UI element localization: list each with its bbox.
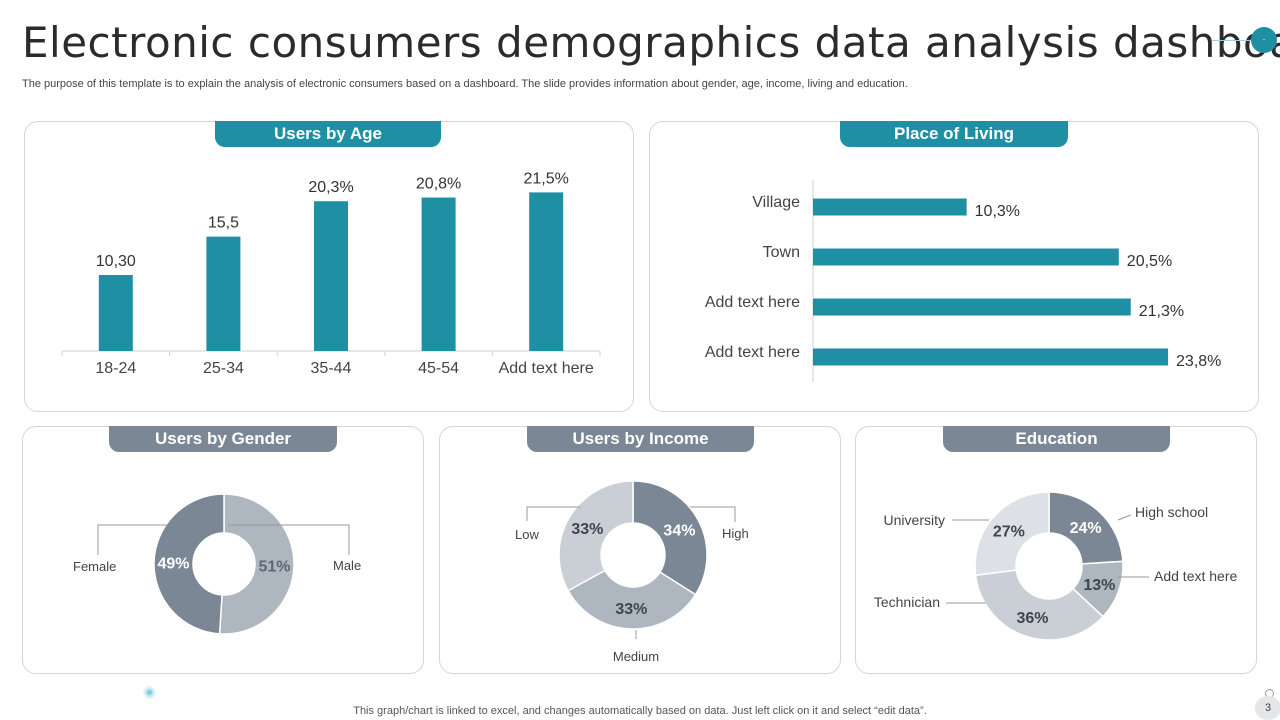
high-school-leader-line [1117, 514, 1132, 521]
data-label: 10,3% [975, 203, 1020, 220]
education-panel: Education 24% 13% 36% 27% High school Add tex… [855, 426, 1257, 674]
bar-45-54 [421, 197, 456, 351]
slice-name-label: Technician [874, 594, 940, 610]
y-tick-label: Add text here [705, 294, 800, 311]
x-tick-label: 25-34 [203, 360, 244, 377]
slice-name-label: Add text here [1154, 568, 1237, 584]
data-label: 20,5% [1127, 253, 1172, 270]
users-by-income-chart[interactable]: 34% 33% 33% High Medium Low [440, 427, 842, 675]
data-label: 21,5% [524, 170, 569, 187]
low-leader-line [526, 506, 580, 521]
data-label: 15,5 [208, 215, 239, 232]
page-subtitle: The purpose of this template is to expla… [22, 78, 908, 90]
users-by-income-title: Users by Income [527, 426, 754, 452]
data-label: 21,3% [1139, 303, 1184, 320]
bar-row-2 [813, 248, 1119, 266]
slice-value-label: 36% [1016, 610, 1048, 627]
slice-value-label: 27% [993, 524, 1025, 541]
slice-name-label: High [722, 526, 749, 541]
female-leader-line [97, 524, 168, 555]
bar-row-1 [813, 198, 967, 216]
slice-female [153, 493, 225, 635]
y-tick-label: Village [752, 194, 800, 211]
bar-35-44 [314, 201, 348, 351]
place-of-living-chart[interactable]: Village 10,3% Town 20,5% Add text here 21,3% A… [650, 122, 1260, 413]
education-title: Education [943, 426, 1170, 452]
bar-row-3 [813, 298, 1131, 316]
bar-25-34 [206, 236, 241, 351]
slice-value-label: 51% [258, 559, 290, 576]
users-by-gender-title: Users by Gender [109, 426, 337, 452]
high-leader-line [690, 506, 736, 522]
bar-row-4 [813, 348, 1169, 366]
education-chart[interactable]: 24% 13% 36% 27% High school Add text here Tech… [856, 427, 1258, 675]
slice-name-label: Male [333, 558, 361, 573]
data-label: 10,30 [96, 253, 136, 270]
slice-value-label: 49% [158, 555, 190, 572]
users-by-age-panel: Users by Age 10,30 18-24 15,5 25-34 20,3% 35-… [24, 121, 634, 412]
slice-medium [567, 569, 697, 630]
place-of-living-title: Place of Living [840, 121, 1068, 147]
x-tick-label: 35-44 [311, 360, 352, 377]
users-by-age-title: Users by Age [215, 121, 441, 147]
bar-add-text-here [529, 192, 564, 351]
slice-high-school [1048, 491, 1124, 565]
slice-value-label: 24% [1070, 520, 1102, 537]
page-number: 3 [1255, 696, 1280, 720]
slice-low [558, 480, 634, 592]
data-label: 20,8% [416, 176, 461, 193]
slice-male [218, 493, 295, 635]
place-of-living-panel: Place of Living Village 10,3% Town 20,5% Add… [649, 121, 1259, 412]
footer-note: This graph/chart is linked to excel, and… [353, 705, 927, 717]
slice-name-label: University [884, 512, 945, 528]
slice-name-label: Medium [613, 649, 659, 664]
users-by-gender-panel: Users by Gender 51% 49% Male Female [22, 426, 424, 674]
users-by-gender-chart[interactable]: 51% 49% Male Female [23, 427, 425, 675]
x-tick-label: 18-24 [95, 360, 136, 377]
decorative-dot-icon [143, 686, 156, 699]
page-title: Electronic consumers demographics data a… [22, 18, 1280, 67]
slice-value-label: 13% [1083, 577, 1115, 594]
data-label: 20,3% [308, 179, 353, 196]
male-leader-line [228, 524, 350, 555]
slice-value-label: 34% [663, 522, 695, 539]
slice-university [974, 491, 1050, 577]
slice-technician [974, 569, 1105, 641]
slice-name-label: High school [1135, 504, 1208, 520]
decorative-line [1212, 40, 1256, 41]
users-by-age-chart[interactable]: 10,30 18-24 15,5 25-34 20,3% 35-44 20,8% 45-54 2… [25, 122, 635, 413]
users-by-income-panel: Users by Income 34% 33% 33% High Medium Low [439, 426, 841, 674]
slice-name-label: Female [73, 559, 116, 574]
slice-name-label: Low [515, 527, 539, 542]
y-tick-label: Add text here [705, 344, 800, 361]
y-tick-label: Town [763, 244, 800, 261]
decorative-circle-icon: · [1251, 27, 1277, 53]
slice-high [632, 480, 708, 596]
slice-value-label: 33% [615, 601, 647, 618]
slice-value-label: 33% [571, 521, 603, 538]
x-tick-label: Add text here [499, 360, 594, 377]
data-label: 23,8% [1176, 353, 1221, 370]
bar-18-24 [98, 275, 133, 351]
x-tick-label: 45-54 [418, 360, 459, 377]
